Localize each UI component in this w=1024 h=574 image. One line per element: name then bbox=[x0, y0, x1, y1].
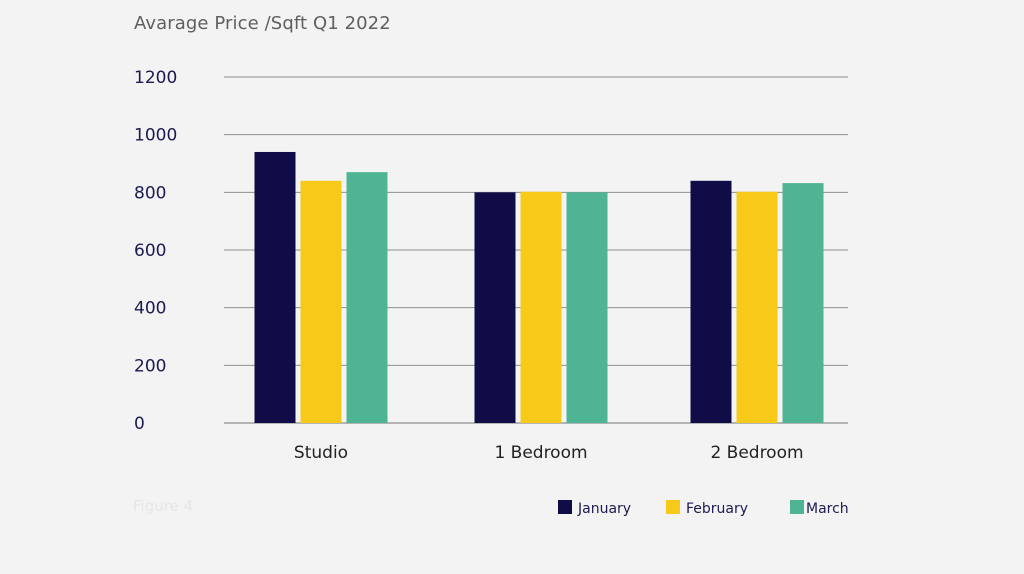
y-tick-label: 1000 bbox=[134, 126, 177, 146]
y-tick-label: 800 bbox=[134, 183, 166, 203]
bar-february-0 bbox=[300, 180, 342, 423]
y-tick-label: 400 bbox=[134, 299, 166, 319]
axis-layer: 0 200 400 600 800 1000 1200 Studio 1 Bedroom 2 Be… bbox=[134, 68, 804, 463]
bar-march-1 bbox=[566, 192, 608, 423]
legend-swatch bbox=[790, 500, 804, 514]
figure-caption: Figure 4 bbox=[133, 497, 194, 515]
legend-label: January bbox=[577, 501, 631, 517]
y-tick-label: 1200 bbox=[134, 68, 177, 88]
category-label: 2 Bedroom bbox=[710, 443, 803, 463]
legend-label: February bbox=[686, 501, 748, 517]
legend-label: March bbox=[806, 501, 849, 517]
bar-january-2 bbox=[690, 180, 732, 423]
bar-january-1 bbox=[474, 192, 516, 423]
bar-january-0 bbox=[254, 151, 296, 423]
category-label: 1 Bedroom bbox=[494, 443, 587, 463]
bar-february-1 bbox=[520, 191, 562, 423]
bars-layer bbox=[254, 151, 824, 423]
legend-swatch bbox=[558, 500, 572, 514]
chart-title: Avarage Price /Sqft Q1 2022 bbox=[134, 13, 391, 34]
y-tick-label: 200 bbox=[134, 356, 166, 376]
bar-march-2 bbox=[782, 183, 824, 423]
y-tick-label: 600 bbox=[134, 241, 166, 261]
legend: January February March bbox=[558, 500, 849, 517]
legend-swatch bbox=[666, 500, 680, 514]
bar-february-2 bbox=[736, 191, 778, 423]
y-tick-label: 0 bbox=[134, 414, 145, 434]
bar-march-0 bbox=[346, 172, 388, 423]
category-label: Studio bbox=[294, 443, 348, 463]
